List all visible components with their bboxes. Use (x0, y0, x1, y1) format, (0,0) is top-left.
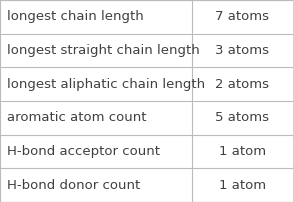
Text: H-bond acceptor count: H-bond acceptor count (7, 145, 160, 158)
Text: H-bond donor count: H-bond donor count (7, 179, 141, 192)
Text: 1 atom: 1 atom (219, 145, 266, 158)
Bar (0, 101, 192, 135)
Bar (192, 168, 293, 202)
Bar (0, 168, 192, 202)
Bar (0, 34, 192, 67)
Text: 5 atoms: 5 atoms (215, 111, 270, 124)
Text: 2 atoms: 2 atoms (215, 78, 270, 91)
Bar (192, 101, 293, 135)
Bar (192, 0, 293, 34)
Text: longest chain length: longest chain length (7, 10, 144, 23)
Text: aromatic atom count: aromatic atom count (7, 111, 147, 124)
Text: longest straight chain length: longest straight chain length (7, 44, 200, 57)
Text: 7 atoms: 7 atoms (215, 10, 270, 23)
Bar (0, 135, 192, 168)
Text: 3 atoms: 3 atoms (215, 44, 270, 57)
Bar (192, 67, 293, 101)
Bar (192, 34, 293, 67)
Bar (0, 0, 192, 34)
Bar (192, 135, 293, 168)
Bar (0, 67, 192, 101)
Text: longest aliphatic chain length: longest aliphatic chain length (7, 78, 205, 91)
Text: 1 atom: 1 atom (219, 179, 266, 192)
